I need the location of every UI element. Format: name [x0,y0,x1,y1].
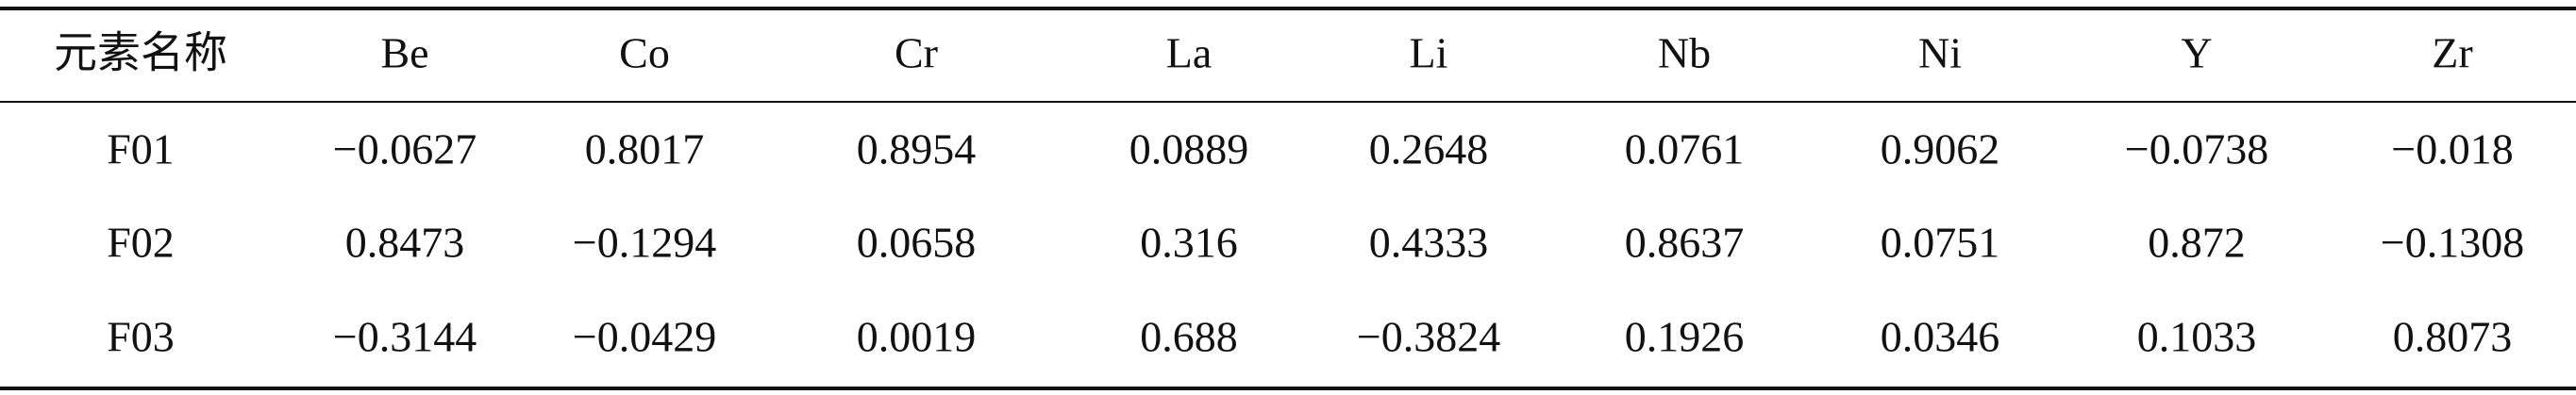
cell: 0.688 [1140,313,1238,361]
header-cell: Li [1410,29,1448,77]
header-cell: Be [380,29,428,77]
cell: 0.316 [1140,219,1238,267]
row-label: F02 [107,219,175,267]
cell: −0.0738 [2125,125,2268,173]
row-label: F03 [107,313,175,361]
cell: −0.0429 [573,313,716,361]
header-cell: La [1166,29,1213,77]
cell: 0.9062 [1881,125,2000,173]
header-cell: Cr [895,29,938,77]
cell: 0.8954 [857,125,977,173]
cell: 0.0019 [857,313,977,361]
cell: 0.8073 [2393,313,2513,361]
cell: 0.0761 [1625,125,1745,173]
cell: 0.0346 [1881,313,2000,361]
cell: −0.1308 [2381,219,2524,267]
cell: 0.0889 [1129,125,1249,173]
cell: 0.8637 [1625,219,1745,267]
cell: −0.018 [2391,125,2513,173]
header-cell: Y [2181,29,2212,77]
cell: 0.8473 [345,219,465,267]
cell: 0.8017 [585,125,705,173]
header-cell: Zr [2432,29,2472,77]
cell: −0.3824 [1357,313,1500,361]
cell: 0.4333 [1369,219,1489,267]
header-cell: Ni [1918,29,1962,77]
header-cell: Nb [1658,29,1711,77]
cell: −0.1294 [573,219,716,267]
header-cell: Co [619,29,670,77]
cell: 0.1033 [2137,313,2257,361]
cell: 0.872 [2148,219,2246,267]
header-cell: 元素名称 [54,29,227,77]
cell: 0.0751 [1881,219,2000,267]
cell: 0.0658 [857,219,977,267]
row-label: F01 [107,125,175,173]
cell: −0.0627 [333,125,477,173]
cell: 0.1926 [1625,313,1745,361]
cell: −0.3144 [333,313,477,361]
cell: 0.2648 [1369,125,1489,173]
